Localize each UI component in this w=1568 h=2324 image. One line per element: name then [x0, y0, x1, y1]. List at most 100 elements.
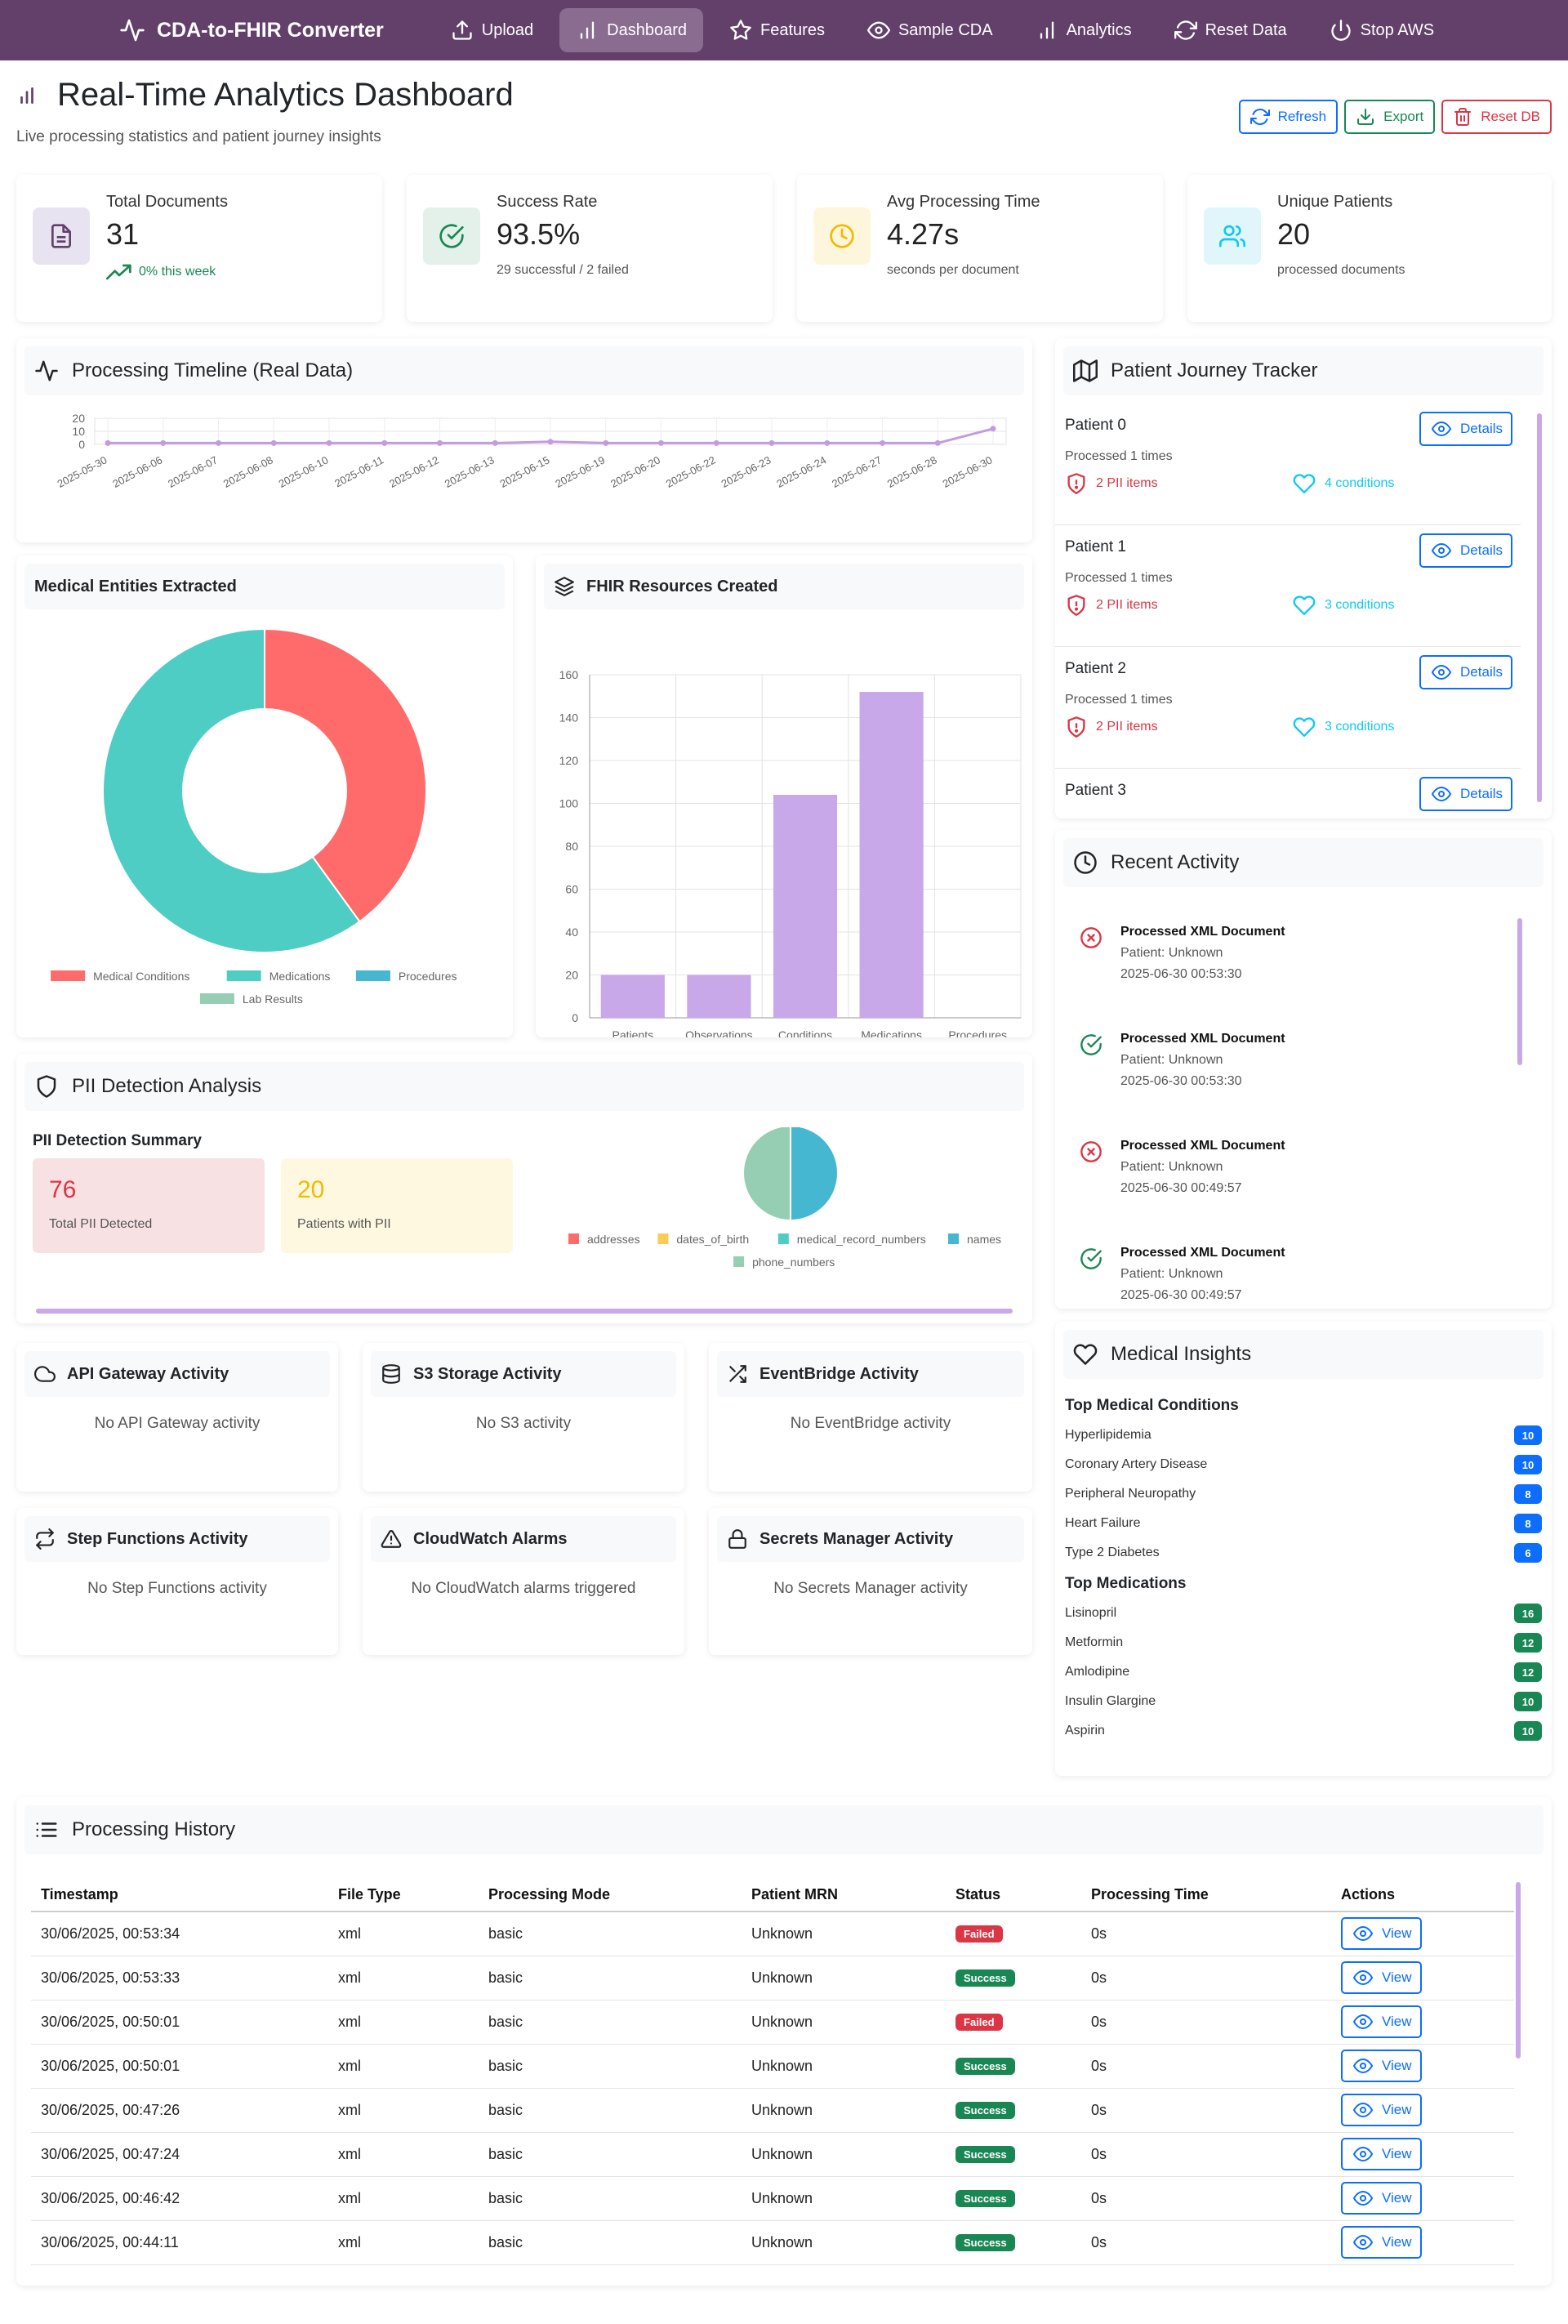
api-gateway-title: API Gateway Activity	[67, 1364, 229, 1383]
table-row: 30/06/2025, 00:50:01 xml basic Unknown Faile…	[31, 2000, 1514, 2045]
entities-chart: Medical Conditions Medications Procedures L…	[51, 627, 457, 1006]
table-header-row: Timestamp File Type Processing Mode Pati…	[31, 1879, 1514, 1912]
cell-status: Success	[946, 2176, 1081, 2221]
patient-item: Patient 0 Processed 1 times 2 PII items …	[1055, 404, 1521, 525]
view-button[interactable]: View	[1341, 2050, 1422, 2082]
status-badge: Success	[956, 2190, 1015, 2207]
cell-timestamp: 30/06/2025, 00:46:42	[31, 2176, 328, 2221]
patient-name: Patient 0	[1065, 417, 1126, 434]
view-button[interactable]: View	[1341, 2226, 1422, 2259]
stat-label: Success Rate	[497, 193, 598, 211]
stat-label: Avg Processing Time	[887, 193, 1040, 211]
step-functions-empty: No Step Functions activity	[87, 1580, 267, 1597]
nav-stop-aws[interactable]: Stop AWS	[1313, 8, 1450, 52]
nav-features[interactable]: Features	[713, 8, 841, 52]
cell-file-type: xml	[328, 2220, 479, 2265]
view-label: View	[1382, 2102, 1412, 2117]
data-point	[990, 426, 996, 432]
trending-up-icon	[106, 263, 132, 281]
legend-label: medical_record_numbers	[797, 1233, 926, 1246]
export-label: Export	[1383, 109, 1424, 124]
details-button[interactable]: Details	[1419, 655, 1512, 689]
view-button[interactable]: View	[1341, 2005, 1422, 2038]
export-button[interactable]: Export	[1344, 100, 1436, 134]
column-header[interactable]: Processing Time	[1081, 1879, 1331, 1912]
medication-name: Metformin	[1065, 1635, 1124, 1649]
column-header[interactable]: Actions	[1331, 1879, 1514, 1912]
cell-mrn: Unknown	[742, 2132, 946, 2177]
cell-status: Success	[946, 2088, 1081, 2133]
activity-scrollbar[interactable]	[1517, 918, 1522, 1065]
column-header[interactable]: Patient MRN	[742, 1879, 946, 1912]
repeat-icon	[34, 1528, 56, 1550]
alert-triangle-icon	[381, 1528, 402, 1550]
bar	[600, 975, 665, 1018]
details-button[interactable]: Details	[1419, 533, 1512, 568]
data-point	[437, 439, 443, 446]
stat-success-rate: Success Rate 93.5% 29 successful / 2 fai…	[407, 175, 773, 322]
details-button[interactable]: Details	[1419, 777, 1512, 811]
upload-icon	[451, 19, 474, 42]
nav-sample-cda[interactable]: Sample CDA	[851, 8, 1009, 52]
nav-reset-data[interactable]: Reset Data	[1158, 8, 1303, 52]
view-button[interactable]: View	[1341, 2138, 1422, 2170]
reset-db-button[interactable]: Reset DB	[1441, 100, 1552, 134]
column-header[interactable]: Processing Mode	[479, 1879, 742, 1912]
history-scrollbar[interactable]	[1516, 1882, 1521, 2059]
shuffle-icon	[727, 1363, 748, 1385]
details-button[interactable]: Details	[1419, 412, 1512, 446]
trash-icon	[1453, 107, 1472, 127]
view-button[interactable]: View	[1341, 2182, 1422, 2215]
nav-analytics[interactable]: Analytics	[1019, 8, 1148, 52]
patient-journey-header: Patient Journey Tracker	[1063, 346, 1544, 395]
activity-time: 2025-06-30 00:49:57	[1120, 1181, 1242, 1195]
view-button[interactable]: View	[1341, 2094, 1422, 2126]
patient-list-scrollbar[interactable]	[1537, 413, 1542, 802]
view-button[interactable]: View	[1341, 1917, 1422, 1951]
activity-patient: Patient: Unknown	[1120, 1267, 1223, 1281]
view-button[interactable]: View	[1341, 1961, 1422, 1994]
secrets-manager-card: Secrets Manager Activity No Secrets Mana…	[709, 1508, 1032, 1655]
activity-title: Processed XML Document	[1120, 1246, 1285, 1260]
history-table-wrapper[interactable]: Timestamp File Type Processing Mode Pati…	[31, 1879, 1514, 2279]
bar-chart-icon	[1036, 19, 1058, 42]
patient-processed: Processed 1 times	[1065, 693, 1173, 707]
table-row: 30/06/2025, 00:53:33 xml basic Unknown Succe…	[31, 1956, 1514, 2001]
heart-icon	[1292, 472, 1316, 495]
secrets-manager-title: Secrets Manager Activity	[760, 1529, 954, 1548]
status-badge: Failed	[956, 1925, 1003, 1943]
condition-name: Heart Failure	[1065, 1516, 1141, 1530]
cell-status: Success	[946, 2220, 1081, 2265]
condition-row: Type 2 Diabetes 6	[1065, 1541, 1542, 1565]
nav-sample-cda-label: Sample CDA	[898, 20, 993, 39]
column-header[interactable]: Status	[946, 1879, 1081, 1912]
activity-list[interactable]: Processed XML Document Patient: Unknown …	[1055, 903, 1521, 1302]
activity-icon	[119, 17, 145, 43]
pii-hscrollbar[interactable]	[36, 1309, 1013, 1314]
pii-summary-heading: PII Detection Summary	[33, 1132, 202, 1149]
donut-slice	[264, 627, 427, 923]
pii-chart: addresses dates_of_birth medical_record_nu…	[568, 1127, 1001, 1269]
fhir-chart: 0 20 40 60 80 100 120 140 160 Patients Observation…	[559, 668, 1022, 1037]
stat-value: 20	[1277, 217, 1311, 251]
refresh-button[interactable]: Refresh	[1238, 100, 1339, 134]
cell-actions: View	[1331, 1911, 1514, 1956]
brand[interactable]: CDA-to-FHIR Converter	[119, 17, 384, 43]
column-header[interactable]: File Type	[328, 1879, 479, 1912]
patient-list[interactable]: Patient 0 Processed 1 times 2 PII items …	[1055, 404, 1521, 812]
cell-file-type: xml	[328, 2132, 479, 2177]
refresh-label: Refresh	[1277, 109, 1327, 124]
legend-swatch	[199, 993, 234, 1004]
cell-status: Failed	[946, 1911, 1081, 1956]
eye-icon	[1351, 2012, 1375, 2032]
nav-dashboard[interactable]: Dashboard	[559, 8, 704, 52]
pii-patients-box: 20 Patients with PII	[281, 1158, 513, 1253]
patient-journey-card: Patient Journey Tracker Patient 0 Proces…	[1055, 338, 1552, 819]
entities-card: Medical Entities Extracted Medical Condi…	[16, 555, 513, 1037]
column-header[interactable]: Timestamp	[31, 1879, 328, 1912]
nav-upload[interactable]: Upload	[434, 8, 550, 52]
patient-conditions: 4 conditions	[1292, 472, 1394, 495]
cell-file-type: xml	[328, 1911, 479, 1956]
condition-count-badge: 8	[1514, 1484, 1542, 1504]
view-label: View	[1382, 1925, 1412, 1942]
